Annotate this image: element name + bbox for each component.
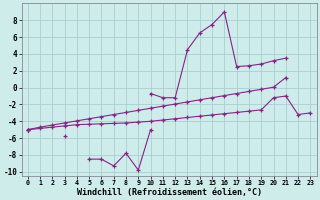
X-axis label: Windchill (Refroidissement éolien,°C): Windchill (Refroidissement éolien,°C): [76, 188, 261, 197]
